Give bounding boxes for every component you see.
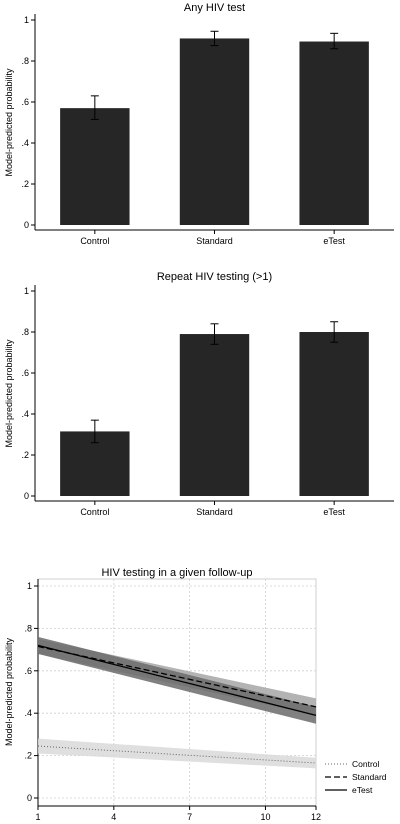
y-tick-label: .8 [21, 327, 29, 337]
chart-title: Repeat HIV testing (>1) [157, 271, 272, 283]
x-tick-label: Control [80, 507, 109, 517]
series-line-etest [37, 644, 317, 716]
y-tick-label: .4 [21, 138, 29, 148]
y-tick-label: .6 [21, 97, 29, 107]
x-tick-label: Control [80, 236, 109, 246]
x-tick-label: 10 [260, 812, 270, 822]
x-tick-label: 4 [111, 812, 116, 822]
chart-title: Any HIV test [184, 2, 245, 14]
x-tick-label: Standard [196, 507, 233, 517]
y-tick-label: .6 [24, 666, 32, 676]
x-tick-label: eTest [323, 507, 345, 517]
y-tick-label: .2 [21, 450, 29, 460]
y-tick-label: .8 [21, 56, 29, 66]
chart-title: HIV testing in a given follow-up [101, 567, 252, 579]
x-tick-label: Standard [196, 236, 233, 246]
y-axis-label: Model-predicted probability [4, 339, 14, 448]
bar-etest [299, 41, 369, 226]
y-tick-label: .6 [21, 368, 29, 378]
y-tick-label: 0 [24, 220, 29, 230]
bar-chart-any-hiv-test: Any HIV test Model-predicted probability 0… [4, 2, 394, 246]
bar-control [60, 108, 130, 225]
y-tick-label: .4 [21, 409, 29, 419]
y-tick-label: 1 [24, 286, 29, 296]
bar-chart-repeat-hiv-testing: Repeat HIV testing (>1) Model-predicted p… [4, 271, 394, 517]
bar-standard [179, 334, 250, 496]
y-tick-label: 1 [24, 15, 29, 25]
y-axis-label: Model-predicted probability [4, 68, 14, 177]
y-tick-label: 1 [27, 581, 32, 591]
y-tick-label: .2 [24, 751, 32, 761]
x-tick-label: eTest [323, 236, 345, 246]
y-tick-label: .2 [21, 179, 29, 189]
x-tick-label: 12 [311, 812, 321, 822]
legend-label-etest: eTest [352, 785, 373, 795]
line-chart-hiv-testing-follow-up: HIV testing in a given follow-up Model-pr… [4, 567, 387, 822]
bar-etest [299, 332, 369, 496]
x-tick-label: 1 [35, 812, 40, 822]
y-tick-label: .8 [24, 623, 32, 633]
y-tick-label: .4 [24, 708, 32, 718]
y-axis-label: Model-predicted probability [4, 637, 14, 746]
bar-standard [179, 38, 250, 226]
legend-label-control: Control [352, 759, 380, 769]
y-tick-label: 0 [27, 793, 32, 803]
x-tick-label: 7 [187, 812, 192, 822]
ci-band-control [38, 738, 316, 769]
y-tick-label: 0 [24, 491, 29, 501]
legend-label-standard: Standard [352, 772, 387, 782]
